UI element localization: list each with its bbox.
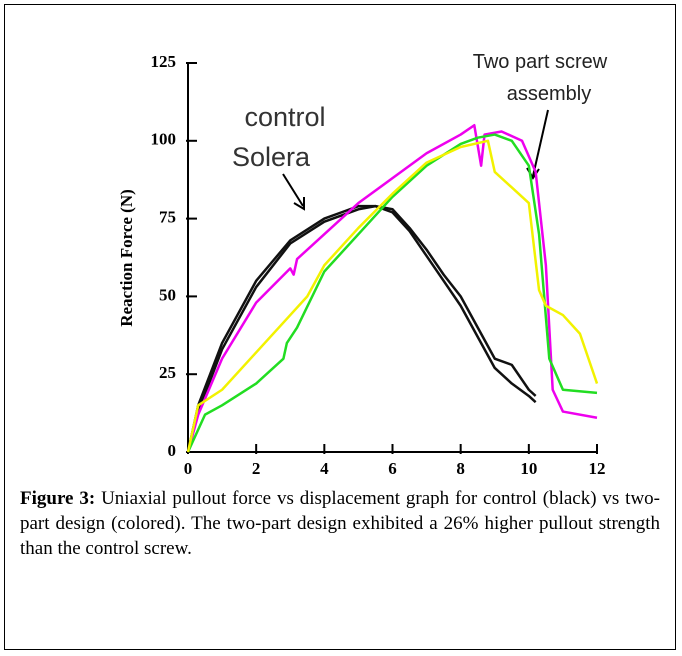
y-axis-label: Reaction Force (N) [117,189,136,327]
x-tick-label: 10 [520,459,537,478]
y-tick-label: 0 [168,441,177,460]
y-tick-label: 100 [151,130,177,149]
caption-text: Uniaxial pullout force vs displacement g… [20,488,661,559]
x-tick-label: 4 [320,459,329,478]
annotation: assembly [507,83,591,105]
caption-label: Figure 3: [20,488,96,509]
caption: Figure 3: Uniaxial pullout force vs disp… [20,486,660,561]
y-tick-label: 25 [159,363,176,382]
x-tick-label: 0 [184,459,193,478]
line-series [186,139,599,453]
x-tick-label: 8 [456,459,465,478]
x-tick-label: 6 [388,459,397,478]
annotation: Two part screw [473,51,608,73]
line-series [186,133,598,453]
line-series [186,204,537,453]
chart: Reaction Force (N) control Solera Two pa… [117,51,608,478]
y-tick-label: 50 [159,285,176,304]
line-series [186,123,598,453]
y-tick-label: 75 [159,208,176,227]
line-series [186,204,537,453]
annotation: Solera [232,142,311,172]
annotation: control [244,102,325,132]
x-tick-label: 12 [589,459,606,478]
x-tick-label: 2 [252,459,261,478]
figure-frame [4,4,676,650]
y-tick-label: 125 [151,52,177,71]
